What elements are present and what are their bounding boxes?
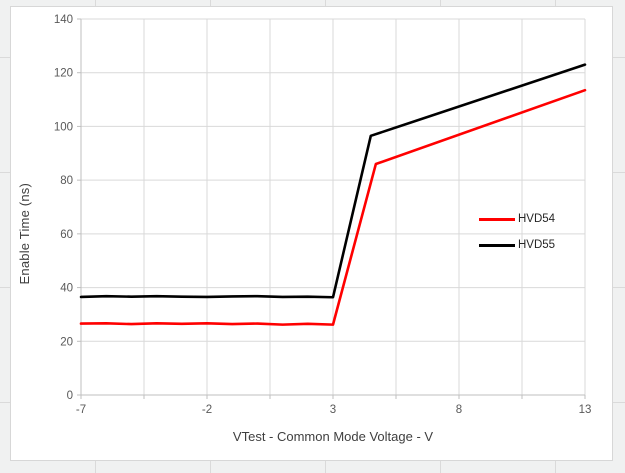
series-line-hvd54	[79, 88, 587, 326]
legend-label-hvd55: HVD55	[518, 239, 556, 251]
x-tick-label: 13	[579, 404, 592, 416]
chart-container[interactable]: -7 -2 3 8 13 0 20 40 60 80 100 120 140 Enable Time (…	[10, 6, 613, 461]
y-tick-label: 60	[60, 229, 73, 241]
x-tick-label: -2	[202, 404, 212, 416]
legend-item-hvd55[interactable]: HVD55	[479, 235, 555, 255]
y-tick-label: 40	[60, 283, 73, 295]
legend-label-hvd54: HVD54	[518, 213, 556, 225]
y-tick-label: 120	[54, 68, 73, 80]
legend-line-sample-black	[479, 243, 515, 247]
x-tick-label: 8	[456, 404, 462, 416]
legend-item-hvd54[interactable]: HVD54	[479, 209, 555, 229]
x-tick-label: 3	[330, 404, 336, 416]
x-tick-label: -7	[76, 404, 86, 416]
y-axis-title: Enable Time (ns)	[17, 7, 32, 460]
y-tick-label: 140	[54, 14, 73, 26]
series-line-hvd55	[79, 63, 587, 299]
y-tick-label: 20	[60, 336, 73, 348]
legend-line-sample-red	[479, 217, 515, 221]
y-tick-label: 0	[67, 390, 73, 402]
y-tick-label: 100	[54, 121, 73, 133]
x-axis-title: VTest - Common Mode Voltage - V	[232, 429, 434, 444]
plot-svg: -7 -2 3 8 13 0 20 40 60 80 100 120 140	[54, 14, 592, 416]
legend: HVD54 HVD55	[479, 209, 555, 255]
y-axis-title-text: Enable Time (ns)	[17, 182, 32, 285]
y-tick-label: 80	[60, 175, 73, 187]
